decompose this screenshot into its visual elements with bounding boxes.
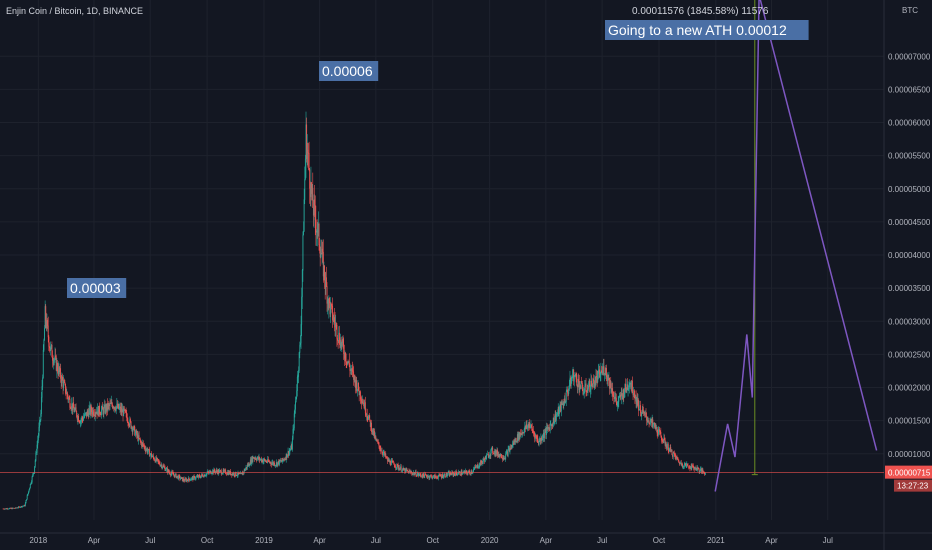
x-tick-label: Apr <box>765 536 778 545</box>
x-tick-label: Apr <box>540 536 553 545</box>
x-tick-label: Oct <box>201 536 214 545</box>
x-tick-label: Apr <box>313 536 326 545</box>
drawings-layer[interactable]: 0.00011576 (1845.58%) 11576 0.00003 0.0000… <box>0 0 932 492</box>
y-tick-label: 0.00006500 <box>888 85 931 94</box>
y-tick-label: 0.00002500 <box>888 350 931 359</box>
x-tick-label: 2019 <box>255 536 273 545</box>
target-label-box <box>605 20 809 40</box>
y-tick-label: 0.00001500 <box>888 417 931 426</box>
y-tick-label: 0.00006000 <box>888 119 931 128</box>
x-tick-label: 2021 <box>707 536 725 545</box>
peak-2019-label: 0.00006 <box>322 63 373 79</box>
x-tick-label: Apr <box>88 536 101 545</box>
y-tick-label: 0.00003000 <box>888 317 931 326</box>
peak-2019-label-box <box>319 61 379 81</box>
symbol-title: Enjin Coin / Bitcoin, 1D, BINANCE <box>6 6 143 16</box>
countdown-badge: 13:27:23 <box>897 482 929 491</box>
x-tick-label: 2018 <box>29 536 47 545</box>
y-tick-label: 0.00002000 <box>888 384 931 393</box>
x-tick-label: Oct <box>427 536 440 545</box>
x-tick-label: 2020 <box>481 536 499 545</box>
price-badge-bg <box>885 465 932 479</box>
peak-2018-label: 0.00003 <box>70 280 121 296</box>
x-tick-label: Oct <box>653 536 666 545</box>
target-label: Going to a new ATH 0.00012 <box>608 22 787 38</box>
price-axis[interactable]: 0.00001000 0.00001500 0.00002000 0.00002500… <box>888 52 931 458</box>
x-tick-label: Jul <box>145 536 155 545</box>
currency-label: BTC <box>902 6 918 15</box>
y-tick-label: 0.00003500 <box>888 284 931 293</box>
price-badge: 0.00000715 <box>888 469 931 478</box>
peak-2018-label-box <box>67 278 127 298</box>
x-tick-label: Jul <box>597 536 607 545</box>
y-tick-label: 0.00005500 <box>888 152 931 161</box>
measure-readout: 0.00011576 (1845.58%) 11576 <box>632 6 769 17</box>
x-tick-label: Jul <box>371 536 381 545</box>
time-axis[interactable]: 2018 Apr Jul Oct 2019 Apr Jul Oct 2020 Apr Jul Oct 2… <box>29 536 833 545</box>
projection-path <box>714 0 878 492</box>
countdown-badge-bg <box>894 479 932 492</box>
y-tick-label: 0.00005000 <box>888 185 931 194</box>
y-tick-label: 0.00004000 <box>888 251 931 260</box>
y-tick-label: 0.00007000 <box>888 52 931 61</box>
candles-layer <box>2 111 706 510</box>
x-tick-label: Jul <box>823 536 833 545</box>
y-tick-label: 0.00001000 <box>888 450 931 459</box>
y-tick-label: 0.00004500 <box>888 218 931 227</box>
